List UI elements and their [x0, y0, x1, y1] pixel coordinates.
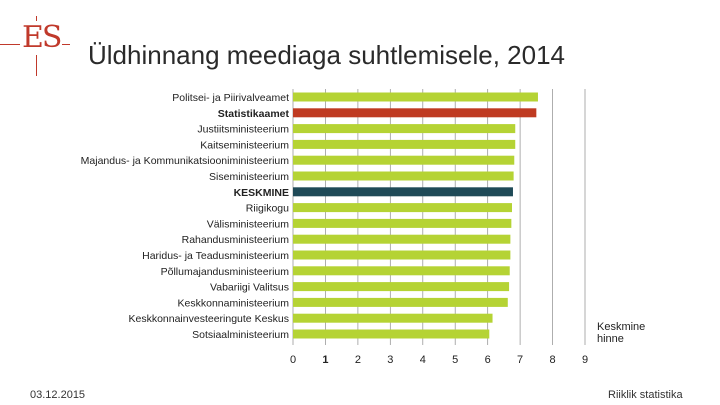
x-tick-label: 9 [582, 354, 588, 366]
category-label: Haridus- ja Teadusministeerium [142, 250, 289, 262]
category-label: Keskkonnainvesteeringute Keskus [128, 313, 289, 325]
category-label: Vabariigi Valitsus [210, 282, 289, 294]
category-label: Välisministeerium [207, 218, 290, 230]
bar [293, 92, 538, 102]
category-label: Statistikaamet [218, 108, 290, 120]
bar [293, 329, 490, 339]
bar [293, 297, 508, 307]
category-label: Rahandusministeerium [182, 234, 290, 246]
bar [293, 108, 537, 118]
bar [293, 313, 493, 323]
category-label: Riigikogu [246, 203, 289, 215]
logo: ES [0, 8, 70, 76]
category-label: Sotsiaalministeerium [192, 329, 289, 341]
bar [293, 282, 510, 292]
bar [293, 124, 516, 134]
bar [293, 203, 512, 213]
bar [293, 218, 512, 228]
bar [293, 250, 511, 260]
bar [293, 234, 511, 244]
bar [293, 266, 510, 276]
bar [293, 187, 513, 197]
x-tick-label: 5 [452, 354, 458, 366]
bar [293, 155, 515, 165]
x-tick-label: 3 [387, 354, 393, 366]
category-label: Keskkonnaministeerium [178, 297, 290, 309]
x-tick-label: 4 [420, 354, 426, 366]
x-tick-label: 0 [290, 354, 296, 366]
category-label: Majandus- ja Kommunikatsiooniministeeriu… [81, 155, 290, 167]
logo-text: ES [20, 20, 62, 55]
category-label: Politsei- ja Piirivalveamet [172, 92, 289, 104]
x-axis-label: Keskmine hinne [597, 321, 645, 345]
footer-organization: Riiklik statistika [608, 389, 683, 401]
category-label: Siseministeerium [209, 171, 289, 183]
category-label: Kaitseministeerium [200, 139, 289, 151]
footer-date: 03.12.2015 [30, 389, 86, 401]
category-label: KESKMINE [234, 187, 289, 199]
bar-chart: Politsei- ja Piirivalveamet Statistikaame… [81, 89, 645, 366]
bar [293, 171, 514, 181]
x-tick-label: 1 [322, 354, 328, 366]
x-tick-label: 8 [549, 354, 555, 366]
x-tick-label: 2 [355, 354, 361, 366]
category-label: Põllumajandusministeerium [161, 266, 290, 278]
x-tick-label: 6 [485, 354, 491, 366]
bar [293, 139, 516, 149]
page-title: Üldhinnang meediaga suhtlemisele, 2014 [88, 40, 565, 70]
x-tick-label: 7 [517, 354, 523, 366]
category-label: Justiitsministeerium [197, 124, 289, 136]
